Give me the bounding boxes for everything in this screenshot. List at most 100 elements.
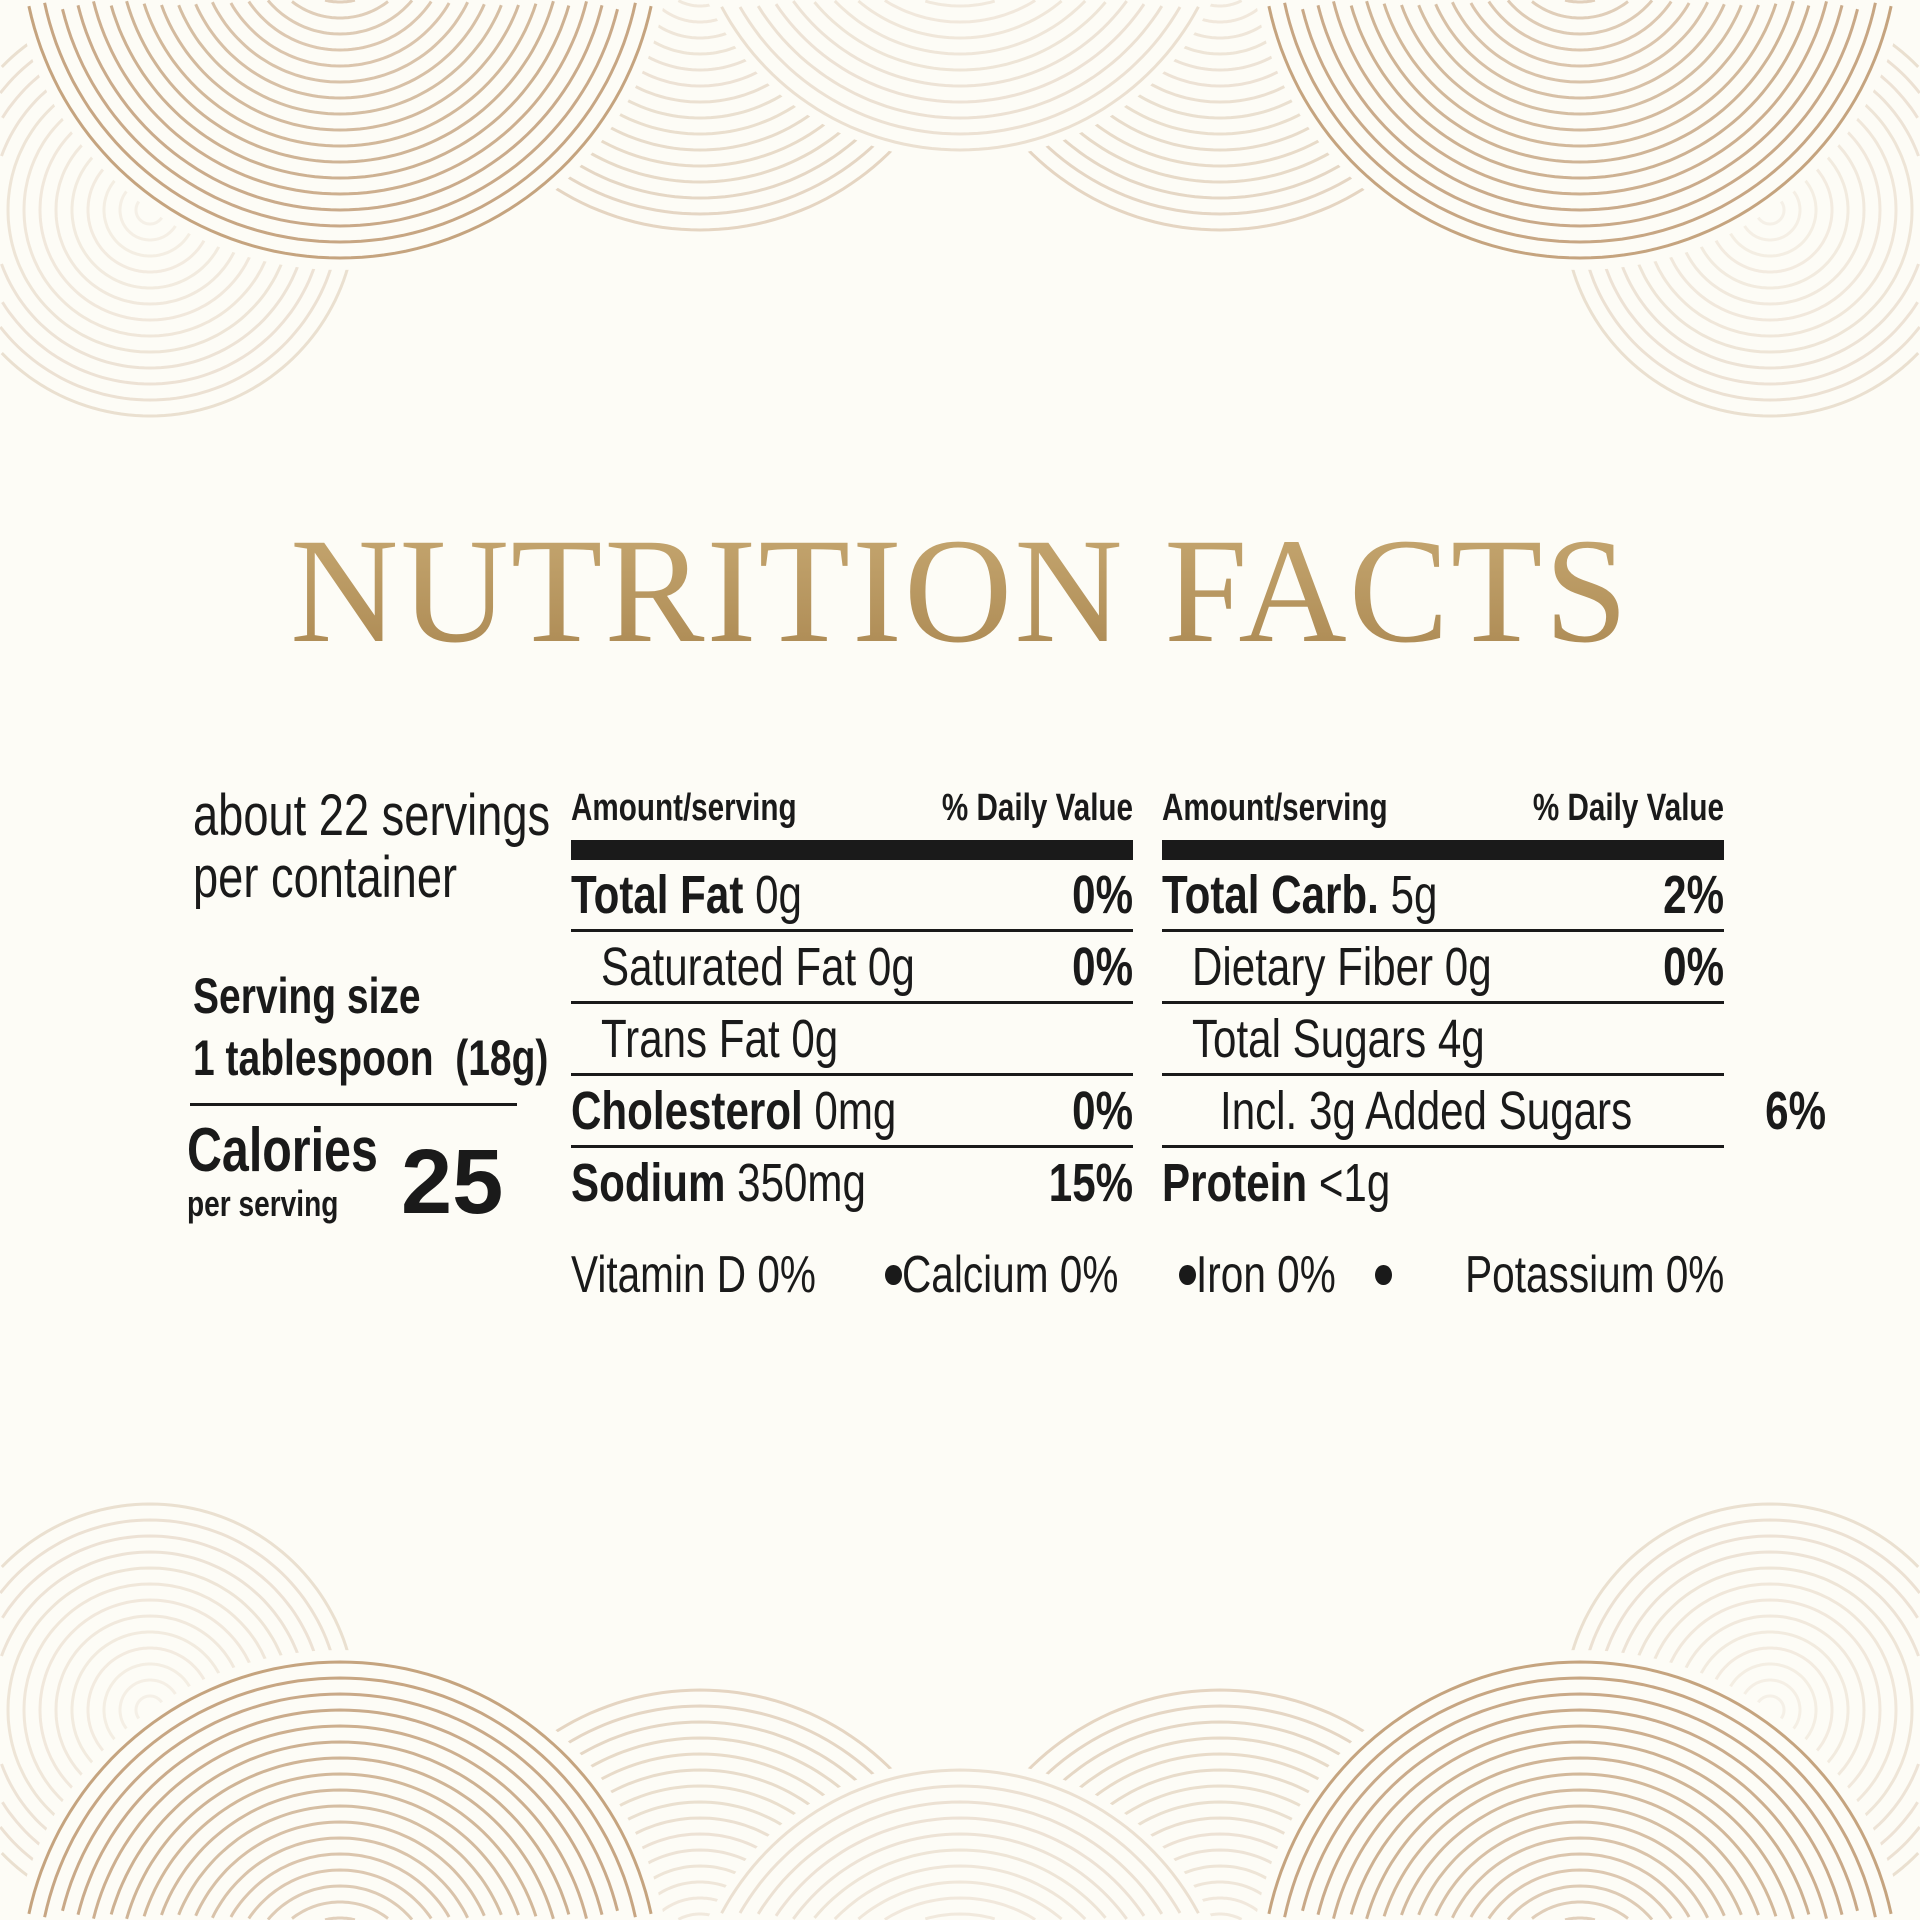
arc-ring <box>756 5 1164 120</box>
arc-ring <box>1301 8 1859 228</box>
arc-ring <box>1506 1884 1654 1920</box>
arc-ring <box>194 3 486 100</box>
nutrient-amount: 350mg <box>737 1152 866 1213</box>
arc-ring <box>247 1868 433 1920</box>
arc-ring <box>924 1912 996 1920</box>
nutrient-daily-value: 0% <box>1072 936 1133 997</box>
arc-ring <box>1332 1724 1828 1919</box>
arc-ring <box>833 0 1087 56</box>
arc-ring <box>1283 2 1877 244</box>
potassium: Potassium 0% <box>1464 1246 1724 1304</box>
serving-size-value: 1 tablespoon (18g) <box>193 1030 549 1086</box>
nutrient-label: Incl. 3g Added Sugars <box>1220 1080 1632 1142</box>
vitamins-minerals-row: Vitamin D 0% Calcium 0% Iron 0% Potassiu… <box>571 1245 1724 1305</box>
thick-rule <box>1162 840 1724 860</box>
arc-ring <box>1451 1836 1709 1919</box>
nutrient-label: Dietary Fiber 0g <box>1192 936 1492 998</box>
calories-per-serving-label: per serving <box>187 1183 339 1224</box>
arc-ring <box>109 5 571 180</box>
arc-ring <box>813 1848 1107 1919</box>
nutrient-daily-value: 0% <box>1663 936 1724 997</box>
nutrient-panel-right: Amount/serving % Daily Value Total Carb.… <box>1162 780 1826 1217</box>
arc-ring <box>266 1884 414 1920</box>
arc-ring <box>1434 1820 1726 1917</box>
arc-ring <box>1417 4 1743 116</box>
nutrient-name: Trans Fat 0g <box>601 1008 839 1069</box>
arc-ring <box>1531 1900 1629 1920</box>
panel-header: Amount/serving % Daily Value <box>1162 780 1724 836</box>
page-title: NUTRITION FACTS <box>0 505 1920 677</box>
arc-ring <box>1283 1676 1877 1918</box>
arc-ring <box>43 1676 637 1918</box>
calories-divider <box>190 1103 517 1106</box>
nutrient-name: Total Carb. <box>1162 864 1379 925</box>
arc-ring <box>1332 1 1828 196</box>
arc-ring <box>1349 1740 1811 1915</box>
nutrient-amount: 5g <box>1390 864 1438 925</box>
nutrient-name: Dietary Fiber 0g <box>1192 936 1492 997</box>
arc-ring <box>211 1836 469 1919</box>
arc-ring <box>211 1 469 84</box>
nutrient-amount: 0mg <box>814 1080 897 1141</box>
arc-ring <box>324 1916 356 1920</box>
nutrient-name: Total Sugars 4g <box>1192 1008 1485 1069</box>
arc-ring <box>142 1772 538 1917</box>
nutrient-name: Incl. 3g Added Sugars <box>1220 1080 1633 1141</box>
arc-ring <box>1365 1756 1795 1920</box>
nutrient-label: Protein <1g <box>1162 1152 1390 1214</box>
servings-per-container: about 22 servings per container <box>193 785 550 910</box>
arc-ring <box>738 6 1182 136</box>
arc-ring <box>1506 0 1654 36</box>
nutrient-daily-value: 0% <box>1072 1080 1133 1141</box>
nutrient-daily-value: 6% <box>1765 1080 1827 1141</box>
nutrient-label: Saturated Fat 0g <box>601 936 915 998</box>
arc-ring <box>291 0 389 20</box>
arc-ring <box>177 1804 503 1916</box>
nutrient-row: Total Fat 0g 0% <box>571 860 1133 932</box>
nutrient-panel-left: Amount/serving % Daily Value Total Fat 0… <box>571 780 1133 1217</box>
arc-backdrop <box>1250 1650 1910 1920</box>
arc-ring <box>1382 1772 1778 1917</box>
nutrient-daily-value: 2% <box>1663 864 1724 925</box>
arc-ring <box>1564 0 1596 4</box>
nutrient-label: Sodium 350mg <box>571 1152 866 1214</box>
arc-ring <box>857 0 1063 40</box>
arc-ring <box>884 1896 1036 1920</box>
arc-ring <box>1487 0 1673 52</box>
arc-ring <box>1365 0 1795 164</box>
calories-label: Calories <box>187 1116 378 1185</box>
nutrient-label: Total Carb. 5g <box>1162 864 1437 926</box>
nutrient-name: Cholesterol <box>571 1080 803 1141</box>
arc-ring <box>266 0 414 36</box>
arc-ring <box>813 1 1107 72</box>
arc-ring <box>1469 1852 1691 1918</box>
arc-ring <box>774 1816 1146 1917</box>
arc-ring <box>792 1832 1128 1920</box>
daily-value-header: % Daily Value <box>1532 786 1724 829</box>
servings-line-2: per container <box>193 845 458 910</box>
nutrient-row: Trans Fat 0g <box>571 1004 1133 1076</box>
arc-ring <box>194 1820 486 1917</box>
bullet-icon <box>885 1265 902 1285</box>
arc-backdrop <box>1250 0 1910 270</box>
nutrient-row: Protein <1g <box>1162 1148 1724 1217</box>
arc-ring <box>720 1768 1200 1914</box>
nutrient-row: Sodium 350mg 15% <box>571 1148 1133 1217</box>
arc-ring <box>125 1756 555 1920</box>
nutrient-name: Protein <box>1162 1152 1308 1213</box>
calories-value: 25 <box>401 1131 504 1233</box>
arc-ring <box>1267 1660 1893 1915</box>
nutrient-name: Total Fat <box>571 864 744 925</box>
arc-ring <box>177 4 503 116</box>
thick-rule <box>571 840 1133 860</box>
nutrient-name: Sodium <box>571 1152 726 1213</box>
arc-ring <box>125 0 555 164</box>
nutrient-label: Cholesterol 0mg <box>571 1080 896 1142</box>
nutrient-row: Incl. 3g Added Sugars 6% <box>1162 1076 1826 1148</box>
arc-ring <box>1434 3 1726 100</box>
servings-line-1: about 22 servings <box>193 783 551 848</box>
arc-ring <box>774 3 1146 104</box>
daily-value-header: % Daily Value <box>941 786 1133 829</box>
arc-ring <box>1487 1868 1673 1920</box>
